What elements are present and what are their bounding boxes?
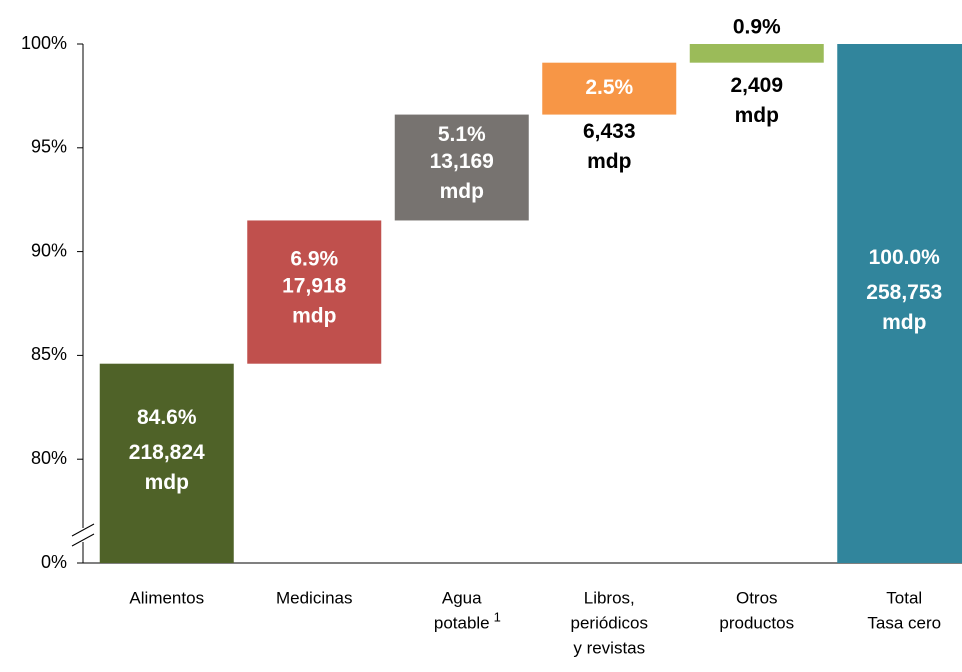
y-tick-label: 95% (31, 137, 67, 157)
x-tick-label: potable (434, 613, 490, 632)
amount-label: 2,409 (730, 74, 783, 97)
bar (394, 114, 529, 221)
x-tick-label: Otros (736, 588, 778, 607)
value-label: 84.6% (137, 406, 197, 429)
footnote-mark: 1 (494, 609, 501, 624)
x-tick-label: Total (886, 588, 922, 607)
axis-break-mark (71, 523, 95, 537)
bar (837, 44, 962, 563)
x-tick-label: productos (719, 613, 794, 632)
y-tick-label: 85% (31, 344, 67, 364)
y-tick-label: 90% (31, 240, 67, 260)
amount-unit: mdp (292, 305, 336, 328)
amount-unit: mdp (735, 104, 779, 127)
y-tick-label: 0% (41, 552, 67, 572)
value-label: 5.1% (438, 123, 486, 146)
axis-break-gap (74, 528, 92, 542)
amount-unit: mdp (587, 150, 631, 173)
x-tick-label: Agua (442, 588, 482, 607)
bar (689, 44, 824, 63)
value-label: 6.9% (290, 248, 338, 271)
axis-break-mark (71, 533, 95, 547)
y-tick-label: 80% (31, 448, 67, 468)
amount-unit: mdp (882, 311, 926, 334)
amount-label: 6,433 (583, 120, 636, 143)
x-tick-label: periódicos (571, 613, 649, 632)
amount-label: 218,824 (129, 441, 205, 464)
x-tick-label: Alimentos (129, 588, 204, 607)
value-label: 2.5% (585, 76, 633, 99)
y-tick-label: 100% (21, 33, 67, 53)
amount-label: 258,753 (866, 281, 942, 304)
value-label: 0.9% (733, 16, 781, 39)
bar (247, 220, 382, 364)
value-label: 100.0% (869, 246, 941, 269)
x-tick-label: Libros, (584, 588, 635, 607)
x-tick-label: Medicinas (276, 588, 353, 607)
amount-label: 17,918 (282, 275, 347, 298)
amount-label: 13,169 (430, 150, 494, 173)
bar (542, 62, 677, 115)
bar (99, 363, 234, 563)
x-tick-label: Tasa cero (867, 613, 941, 632)
amount-unit: mdp (145, 471, 189, 494)
x-tick-label: y revistas (573, 638, 645, 657)
amount-unit: mdp (440, 180, 484, 203)
